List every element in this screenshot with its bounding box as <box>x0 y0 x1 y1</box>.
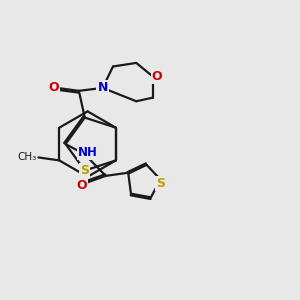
Text: O: O <box>48 81 59 94</box>
Text: NH: NH <box>78 146 98 160</box>
Text: N: N <box>98 81 108 94</box>
Text: O: O <box>76 179 87 192</box>
Text: S: S <box>80 164 89 177</box>
Text: CH₃: CH₃ <box>18 152 37 162</box>
Text: O: O <box>152 70 162 83</box>
Text: S: S <box>156 177 165 190</box>
